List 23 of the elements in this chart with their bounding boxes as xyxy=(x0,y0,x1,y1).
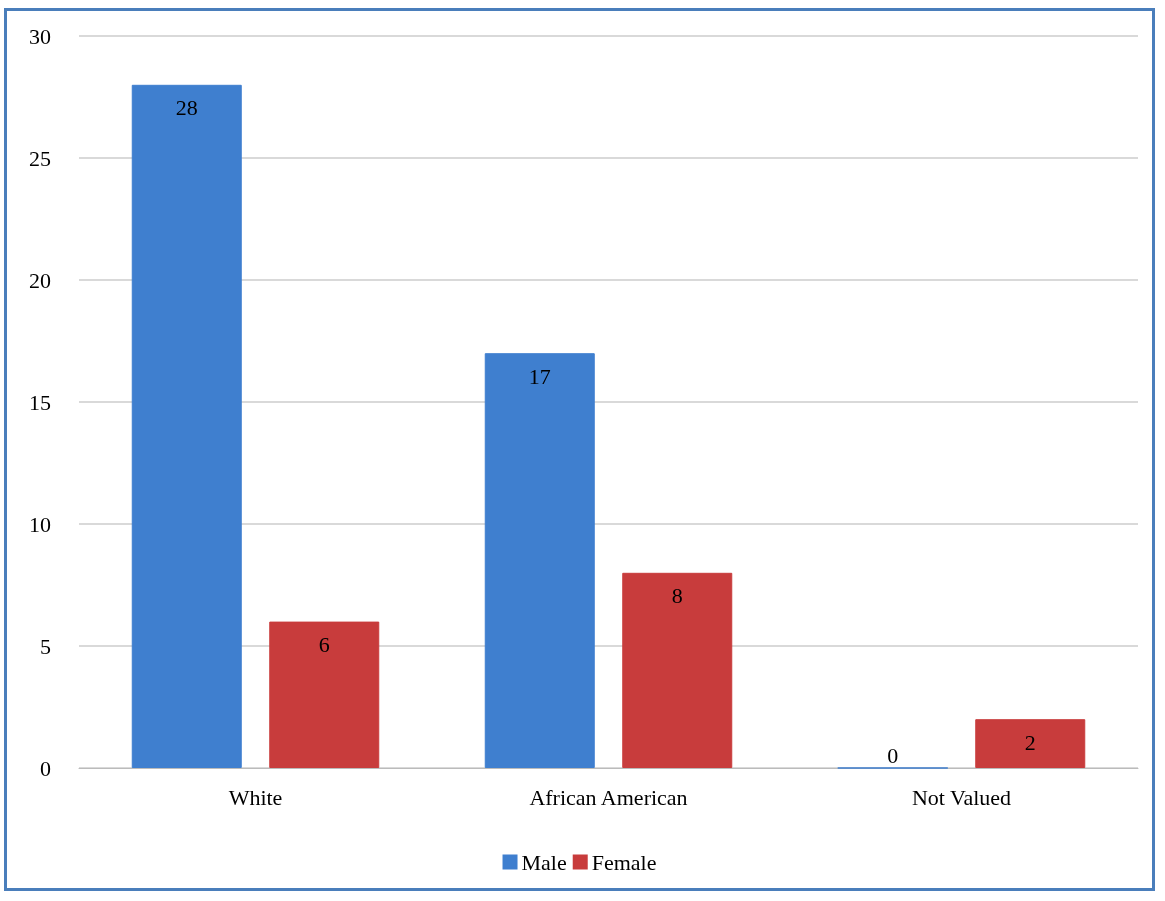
data-label: 8 xyxy=(671,583,683,609)
y-tick-label: 30 xyxy=(29,23,51,49)
data-label: 0 xyxy=(887,743,899,768)
data-label: 28 xyxy=(175,95,198,121)
bar xyxy=(484,353,595,768)
legend-label: Male xyxy=(521,849,567,875)
data-label: 6 xyxy=(318,632,330,658)
y-tick-label: 25 xyxy=(29,145,51,171)
y-tick-label: 15 xyxy=(29,389,51,415)
bar xyxy=(269,621,380,768)
y-tick-label: 10 xyxy=(29,511,51,537)
y-tick-label: 20 xyxy=(29,267,51,293)
data-label: 2 xyxy=(1024,729,1036,755)
y-tick-label: 0 xyxy=(40,755,51,781)
y-tick-label: 5 xyxy=(40,633,51,659)
data-label: 17 xyxy=(528,363,551,389)
x-tick-label: White xyxy=(228,784,283,810)
bar xyxy=(975,719,1086,768)
x-tick-label: Not Valued xyxy=(911,784,1012,810)
bar xyxy=(131,84,242,768)
x-tick-label: African American xyxy=(529,784,688,810)
legend-label: Female xyxy=(591,849,657,875)
bar xyxy=(622,572,733,768)
